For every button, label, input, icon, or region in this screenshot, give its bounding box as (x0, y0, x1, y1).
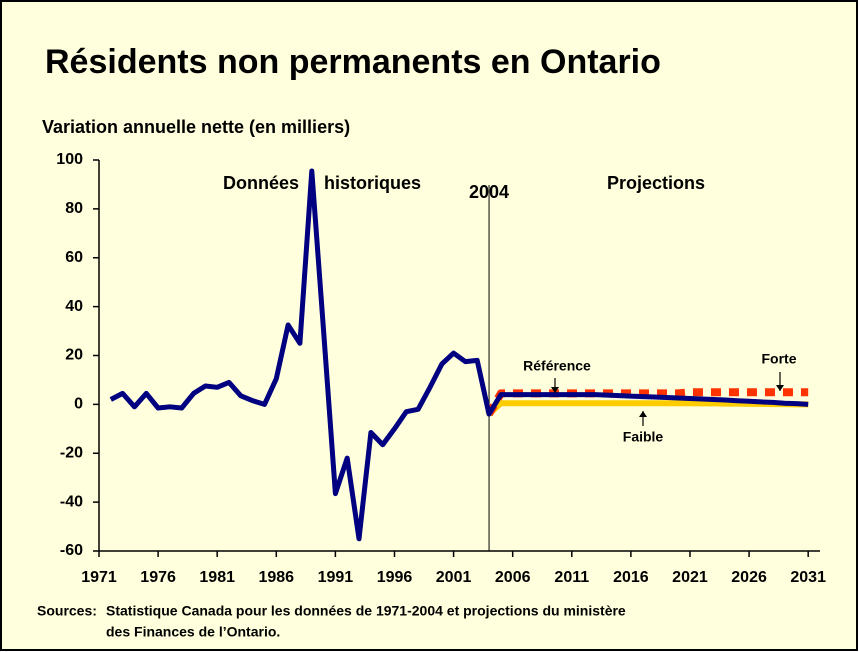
divider-label: 2004 (469, 182, 509, 202)
annotation: Données historiques (223, 173, 421, 193)
x-tick-label: 2001 (436, 569, 472, 586)
y-tick-label: 80 (65, 200, 83, 217)
annotation: Projections (607, 173, 705, 193)
x-tick-label: 1981 (199, 569, 235, 586)
x-tick-label: 2021 (672, 569, 708, 586)
source-text: des Finances de l’Ontario. (106, 624, 280, 640)
arrow-head (639, 411, 647, 417)
y-tick-label: -60 (60, 542, 83, 559)
x-tick-label: 1996 (377, 569, 413, 586)
y-tick-label: 100 (56, 151, 83, 168)
x-tick-label: 2016 (613, 569, 649, 586)
series-line (109, 168, 809, 542)
source-label: Sources: (37, 603, 97, 619)
x-tick-label: 1986 (258, 569, 294, 586)
x-tick-label: 2026 (731, 569, 767, 586)
x-tick-label: 2011 (554, 569, 589, 586)
series-label: Référence (523, 358, 591, 374)
y-tick-label: -20 (60, 444, 83, 461)
source-text: Statistique Canada pour les données de 1… (106, 603, 626, 619)
y-tick-label: 0 (74, 396, 83, 413)
series-label: Faible (623, 429, 664, 445)
y-tick-label: 60 (65, 249, 83, 266)
arrow-head (551, 387, 559, 393)
series-line (485, 388, 809, 417)
y-tick-label: 20 (65, 347, 83, 364)
series-label: Forte (762, 351, 797, 367)
y-tick-label: -40 (60, 493, 83, 510)
x-tick-label: 2006 (495, 569, 531, 586)
chart-title: Résidents non permanents en Ontario (45, 43, 661, 81)
x-tick-label: 1976 (140, 569, 176, 586)
x-tick-label: 2031 (790, 569, 826, 586)
x-tick-label: 1991 (318, 569, 354, 586)
chart-subtitle: Variation annuelle nette (en milliers) (42, 117, 350, 137)
x-tick-label: 1971 (81, 569, 117, 586)
arrow-head (776, 385, 784, 391)
y-tick-label: 40 (65, 298, 83, 315)
